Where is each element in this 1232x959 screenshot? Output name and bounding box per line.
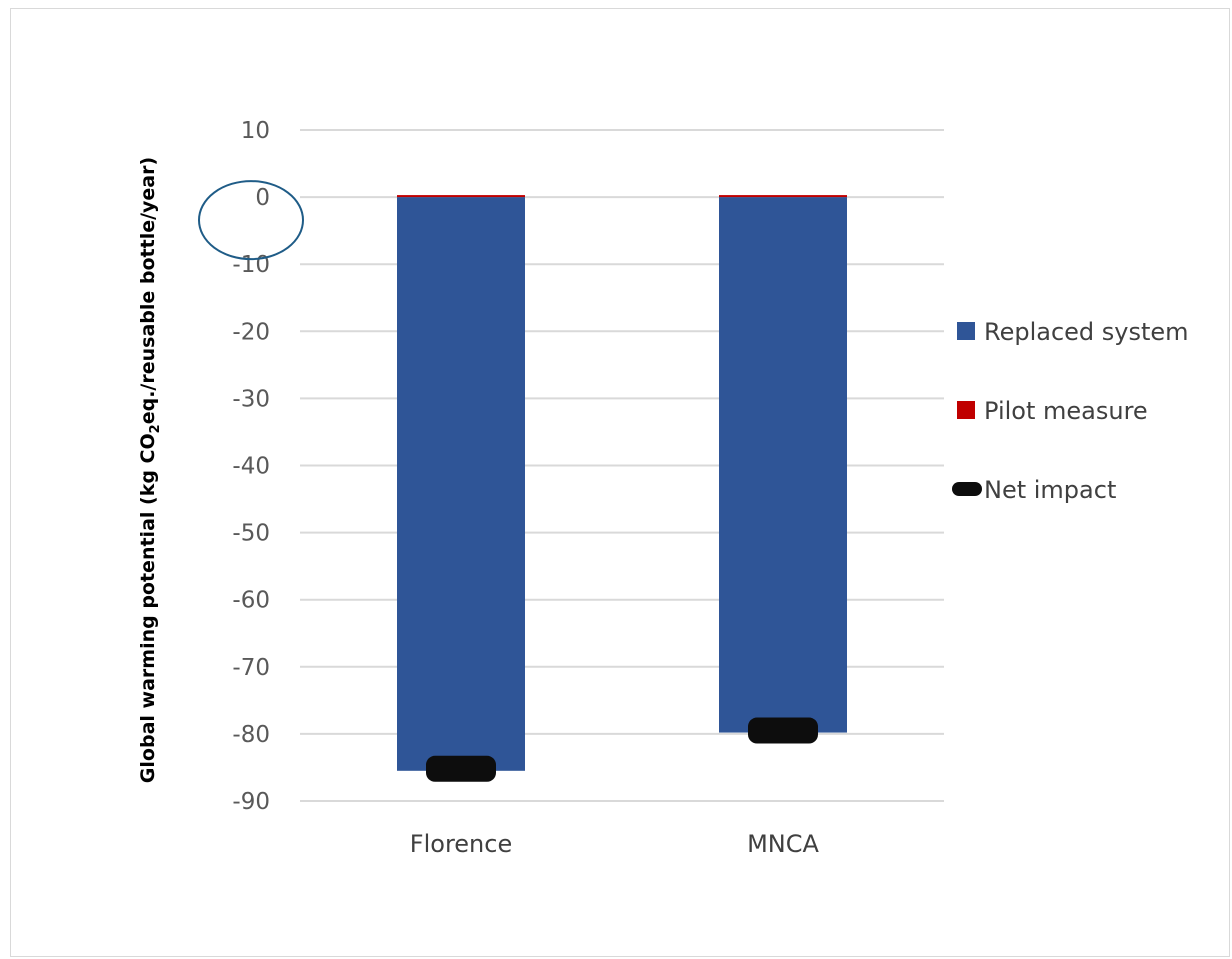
- bar-pilot-measure: [719, 195, 847, 198]
- y-tick-label: -40: [232, 454, 270, 480]
- y-tick-label: -80: [232, 722, 270, 748]
- net-impact-markers: [426, 717, 818, 782]
- net-impact-marker: [748, 717, 818, 744]
- bar-pilot-measure: [397, 195, 525, 198]
- net-impact-marker: [426, 755, 496, 782]
- legend: Replaced system Pilot measure Net impact: [952, 318, 1189, 504]
- y-axis-label-subscript: 2: [148, 424, 163, 433]
- legend-label: Pilot measure: [984, 397, 1148, 425]
- legend-label: Replaced system: [984, 318, 1189, 346]
- y-axis-label-part-1: Global warming potential (kg CO: [137, 433, 159, 783]
- legend-swatch: [957, 322, 975, 340]
- x-axis-categories: Florence MNCA: [410, 830, 820, 858]
- y-axis-label: Global warming potential (kg CO2eq./reus…: [137, 157, 163, 783]
- legend-label: Net impact: [984, 476, 1116, 504]
- y-axis-label-part-2: eq./reusable bottle/year): [137, 157, 159, 424]
- bar-replaced-system: [719, 197, 847, 733]
- y-tick-label: -60: [232, 588, 270, 614]
- y-tick-label: -30: [232, 386, 270, 412]
- bar-replaced-system: [397, 197, 525, 771]
- annotation: [198, 180, 304, 261]
- y-tick-label: 10: [241, 118, 270, 144]
- y-tick-label: -90: [232, 789, 270, 815]
- y-tick-label: -70: [232, 655, 270, 681]
- bars: [397, 195, 847, 771]
- y-tick-label: -10: [232, 252, 270, 278]
- y-tick-label: 0: [255, 185, 270, 211]
- y-tick-label: -20: [232, 319, 270, 345]
- annotation-ellipse: [198, 180, 304, 261]
- y-tick-label: -50: [232, 521, 270, 547]
- chart-frame: [10, 8, 1230, 957]
- legend-swatch-net-impact: [952, 482, 982, 496]
- y-axis-ticks: 10 0 -10 -20 -30 -40 -50 -60 -70 -80 -90: [232, 118, 270, 815]
- x-category-label: Florence: [410, 830, 512, 858]
- x-category-label: MNCA: [747, 830, 819, 858]
- gridlines: [300, 129, 944, 802]
- legend-swatch: [957, 401, 975, 419]
